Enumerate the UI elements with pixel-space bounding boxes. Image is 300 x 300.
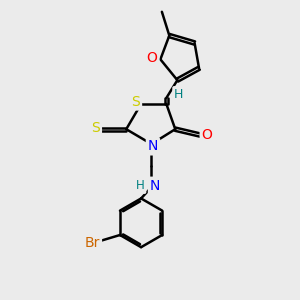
- Text: N: N: [150, 179, 160, 193]
- Text: N: N: [148, 140, 158, 153]
- Text: S: S: [91, 121, 100, 135]
- Text: Br: Br: [85, 236, 100, 250]
- Text: O: O: [147, 51, 158, 65]
- Text: O: O: [202, 128, 212, 142]
- Text: H: H: [174, 88, 184, 101]
- Text: H: H: [136, 179, 145, 192]
- Text: S: S: [131, 94, 140, 109]
